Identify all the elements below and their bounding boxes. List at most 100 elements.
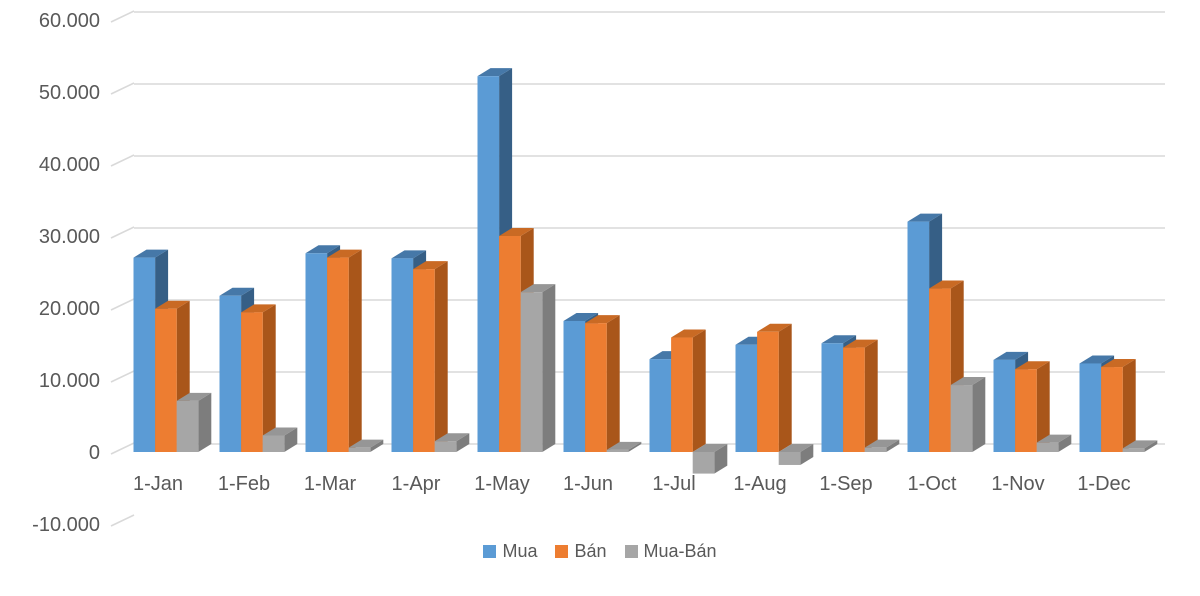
bar-top-face — [993, 351, 1029, 360]
bar-ban-1-sep — [843, 339, 878, 452]
bar-mua-ban-1-nov — [1036, 434, 1072, 452]
bar-front-face — [1036, 442, 1059, 452]
x-axis-label: 1-Jul — [652, 473, 695, 495]
x-axis-label: 1-Mar — [304, 473, 357, 495]
bar-top-face — [1122, 440, 1158, 449]
bar-side-face — [1036, 361, 1050, 452]
legend-item-ban: Bán — [555, 541, 607, 562]
bar-side-face — [972, 377, 986, 452]
bar-mua-ban-1-dec — [1122, 440, 1158, 452]
bar-front-face — [219, 295, 242, 452]
y-tick — [110, 298, 135, 311]
bar-top-face — [1101, 359, 1136, 368]
bar-top-face — [305, 245, 341, 254]
bar-mua-ban-1-jun — [606, 441, 642, 452]
bar-top-face — [327, 249, 362, 258]
bar-top-face — [413, 261, 448, 270]
bar-front-face — [757, 331, 779, 452]
x-axis-label: 1-May — [474, 473, 530, 495]
bar-ban-1-apr — [413, 261, 448, 452]
x-axis-label: 1-Apr — [392, 473, 441, 495]
x-axis-label: 1-Dec — [1077, 473, 1130, 495]
bar-top-face — [1079, 355, 1115, 364]
y-tick — [110, 82, 135, 95]
y-tick — [110, 370, 135, 383]
bar-top-face — [391, 250, 427, 259]
bar-front-face — [1079, 363, 1102, 452]
bar-top-face — [219, 287, 255, 296]
bar-top-face — [176, 392, 212, 401]
bar-side-face — [198, 392, 212, 452]
x-axis-label: 1-Aug — [733, 473, 786, 495]
bar-side-face — [1144, 440, 1158, 452]
bar-front-face — [649, 359, 672, 452]
bar-front-face — [155, 308, 177, 452]
bar-top-face — [692, 444, 728, 452]
bar-side-face — [778, 323, 792, 452]
bar-side-face — [434, 261, 448, 452]
y-tick — [110, 226, 135, 239]
bar-front-face — [133, 257, 156, 452]
bar-ban-1-aug — [757, 323, 792, 452]
x-axis-label: 1-Jan — [133, 473, 183, 495]
bar-top-face — [262, 427, 298, 436]
x-axis-label: 1-Feb — [218, 473, 270, 495]
bar-front-face — [413, 269, 435, 452]
bar-front-face — [671, 337, 693, 452]
bar-mua-ban-1-may — [520, 284, 556, 452]
legend-swatch-mua-ban — [624, 545, 638, 558]
y-tick — [110, 442, 135, 455]
bar-front-face — [262, 435, 285, 452]
y-axis-label: 20.000 — [39, 298, 100, 320]
bar-front-face — [843, 347, 865, 452]
bar-side-face — [1122, 359, 1136, 452]
bar-ban-1-mar — [327, 249, 362, 452]
bar-side-face — [692, 329, 706, 452]
bar-top-face — [348, 439, 384, 448]
bar-front-face — [305, 253, 328, 452]
bar-ban-1-jul — [671, 329, 706, 452]
bar-top-face — [563, 312, 599, 321]
bar-top-face — [499, 228, 534, 236]
bar-top-face — [843, 339, 878, 348]
bar-front-face — [434, 441, 457, 452]
bar-side-face — [1058, 434, 1072, 452]
bar-front-face — [907, 221, 930, 452]
bar-top-face — [1015, 361, 1050, 370]
bar-front-face — [821, 343, 844, 452]
bar-top-face — [477, 68, 513, 77]
bar-front-face — [735, 344, 758, 452]
bar-front-face — [950, 385, 973, 452]
bar-front-face — [499, 236, 521, 452]
bar-top-face — [155, 300, 190, 309]
bar-front-face — [563, 320, 586, 452]
bar-side-face — [606, 315, 620, 452]
bar-front-face — [241, 312, 263, 452]
legend-swatch-mua — [483, 545, 497, 558]
bar-side-face — [628, 441, 642, 452]
y-tick — [110, 514, 135, 527]
y-axis-label: 0 — [89, 442, 100, 464]
bar-top-face — [778, 444, 814, 452]
bar-top-face — [1036, 434, 1072, 443]
bar-front-face — [606, 449, 629, 452]
bar-front-face — [391, 258, 414, 452]
bar-front-face — [929, 288, 951, 452]
bar-front-face — [477, 76, 500, 452]
bar-front-face — [692, 452, 715, 474]
x-axis-label: 1-Jun — [563, 473, 613, 495]
y-axis-label: 40.000 — [39, 154, 100, 176]
bar-top-face — [434, 433, 470, 442]
bar-top-face — [585, 315, 620, 324]
bar-top-face — [671, 329, 706, 338]
bar-top-face — [821, 335, 857, 344]
bar-side-face — [284, 427, 298, 452]
bar-top-face — [757, 323, 792, 332]
x-axis-label: 1-Sep — [819, 473, 872, 495]
bar-side-face — [714, 444, 728, 474]
bar-front-face — [993, 359, 1016, 452]
bar-top-face — [520, 284, 556, 293]
bar-ban-1-jun — [585, 315, 620, 452]
